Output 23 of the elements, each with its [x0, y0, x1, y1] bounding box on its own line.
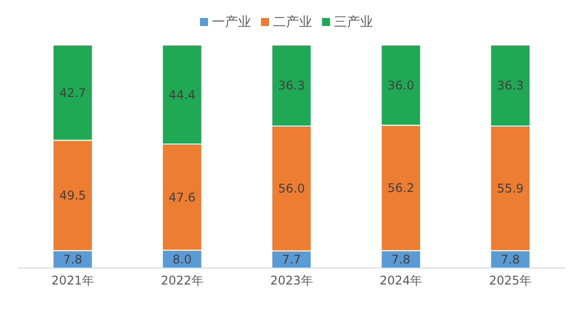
- data-label: 36.3: [278, 78, 305, 93]
- data-label: 47.6: [168, 190, 196, 204]
- data-label: 55.9: [496, 182, 524, 196]
- legend-label: 一产业: [212, 15, 251, 30]
- data-label: 56.2: [388, 181, 414, 196]
- data-label: 49.5: [59, 188, 86, 203]
- x-tick-label: 2024年: [380, 274, 422, 288]
- x-tick-label: 2023年: [270, 274, 313, 288]
- legend-label: 二产业: [273, 15, 312, 30]
- data-label: 44.4: [168, 88, 196, 102]
- data-label: 7.7: [282, 252, 302, 267]
- legend-label: 三产业: [334, 15, 373, 30]
- data-label: 8.0: [172, 252, 192, 266]
- data-label: 56.0: [278, 182, 305, 196]
- data-label: 42.7: [59, 86, 86, 100]
- data-label: 36.3: [496, 78, 524, 93]
- x-tick-label: 2025年: [489, 274, 532, 288]
- data-label: 7.8: [63, 252, 82, 267]
- data-label: 36.0: [388, 78, 414, 92]
- data-label: 7.8: [500, 252, 520, 267]
- x-tick-label: 2022年: [160, 274, 204, 288]
- data-label: 7.8: [391, 252, 410, 267]
- x-tick-label: 2021年: [51, 274, 94, 288]
